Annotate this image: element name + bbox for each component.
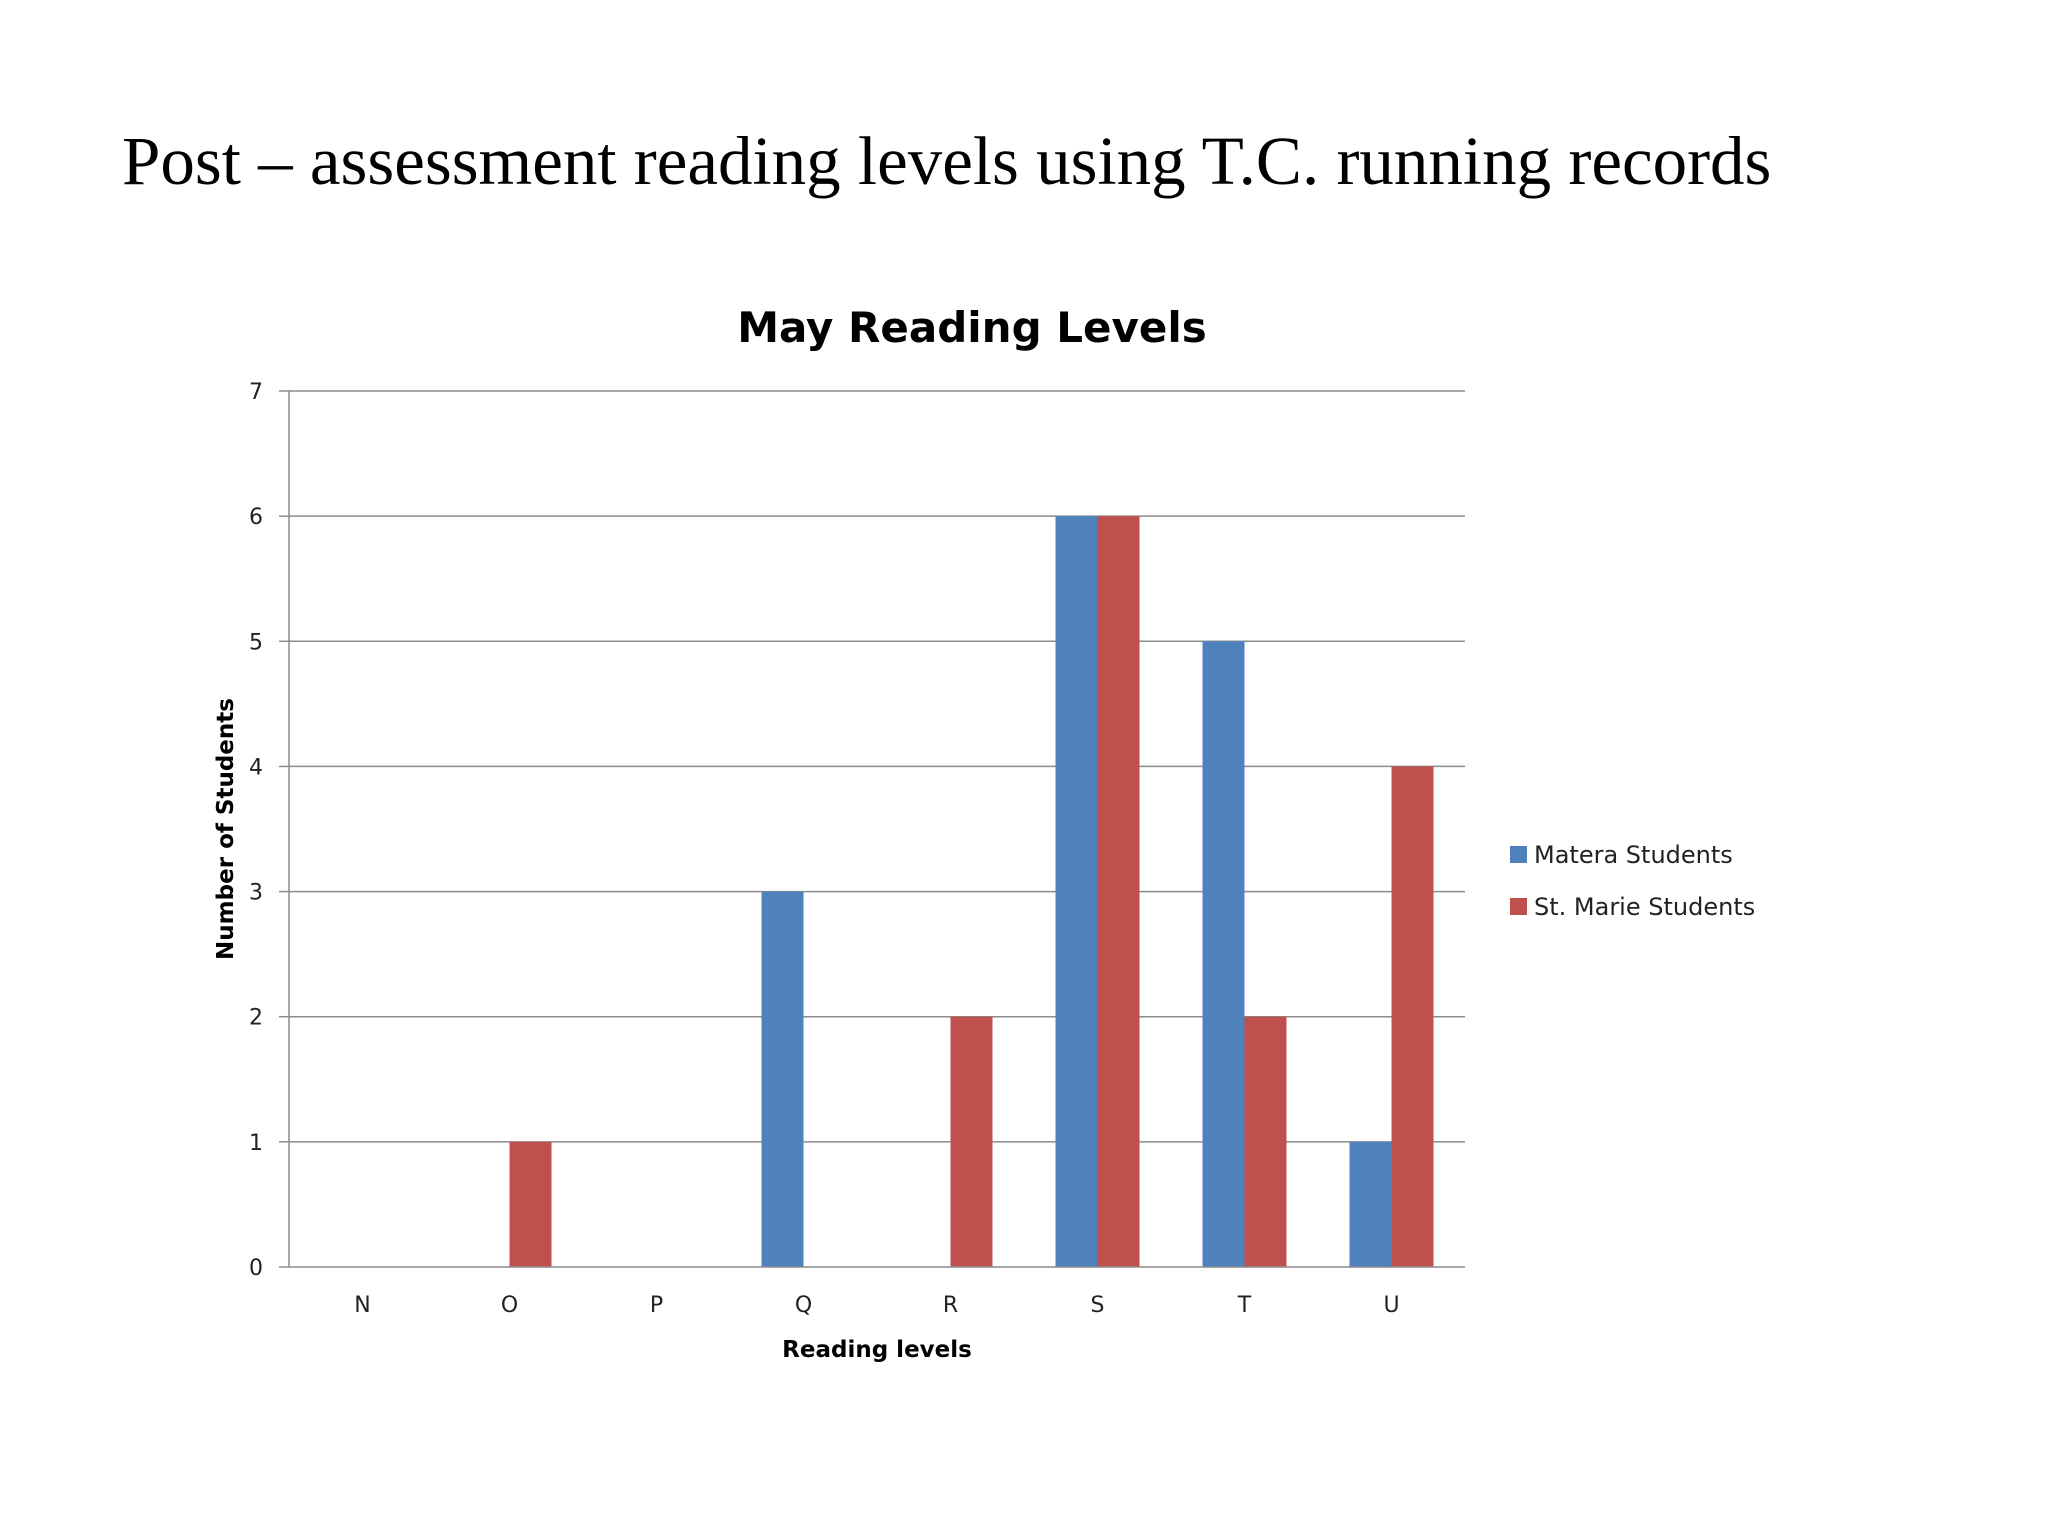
bar-st-marie-students-t [1244, 1016, 1287, 1267]
x-axis-title: Reading levels [782, 1337, 972, 1363]
y-tick-label-1: 1 [249, 1131, 263, 1156]
slide-title: Post – assessment reading levels using T… [122, 123, 1772, 199]
bar-st-marie-students-s [1097, 516, 1140, 1267]
legend-label-matera-students: Matera Students [1534, 841, 1733, 869]
y-tick-labels: 0 1 2 3 4 5 6 7 [249, 380, 263, 1281]
x-tick-label-s: S [1091, 1293, 1105, 1318]
legend-swatch-st-marie-students [1510, 898, 1527, 915]
legend-label-st-marie-students: St. Marie Students [1534, 893, 1755, 921]
y-axis-title: Number of Students [213, 698, 239, 960]
y-tick-label-6: 6 [249, 505, 263, 530]
gridlines [289, 390, 1465, 1143]
y-tick-label-3: 3 [249, 881, 263, 906]
y-tick-label-7: 7 [249, 380, 263, 405]
bar-matera-students-q [761, 891, 804, 1267]
y-tick-label-0: 0 [249, 1256, 263, 1281]
x-tick-label-n: N [354, 1293, 370, 1318]
legend: Matera Students St. Marie Students [1510, 841, 1755, 921]
bar-matera-students-u [1349, 1141, 1392, 1267]
bar-matera-students-s [1055, 516, 1098, 1267]
bar-st-marie-students-u [1391, 766, 1434, 1267]
chart-title: May Reading Levels [737, 303, 1207, 352]
y-tick-label-4: 4 [249, 755, 263, 780]
x-tick-label-r: R [943, 1293, 958, 1318]
x-tick-labels: N O P Q R S T U [354, 1293, 1399, 1318]
bar-st-marie-students-r [950, 1016, 993, 1267]
bar-st-marie-students-o [509, 1141, 552, 1267]
x-tick-label-u: U [1383, 1293, 1399, 1318]
y-tick-label-2: 2 [249, 1006, 263, 1031]
x-tick-label-t: T [1237, 1293, 1252, 1318]
x-tick-label-o: O [501, 1293, 518, 1318]
axes [279, 390, 1465, 1268]
x-tick-label-p: P [650, 1293, 663, 1318]
bar-matera-students-t [1202, 641, 1245, 1267]
y-tick-label-5: 5 [249, 630, 263, 655]
x-tick-label-q: Q [795, 1293, 812, 1318]
bars [509, 516, 1434, 1267]
legend-swatch-matera-students [1510, 846, 1527, 863]
